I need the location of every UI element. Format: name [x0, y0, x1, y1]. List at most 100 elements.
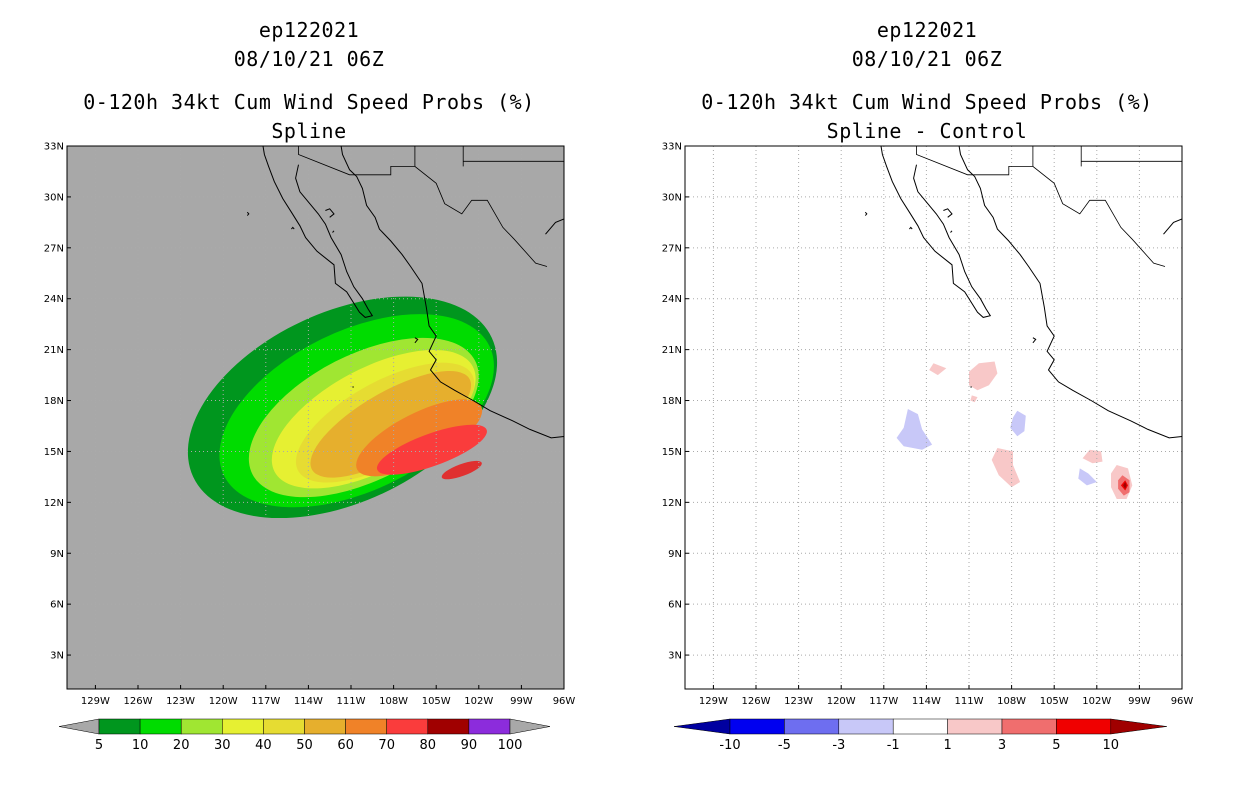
colorbar-swatch: [892, 718, 948, 735]
x-tick-label: 99W: [1128, 696, 1151, 707]
x-tick-label: 105W: [422, 696, 451, 707]
colorbar-swatch: [838, 718, 894, 735]
island: [246, 211, 250, 216]
y-tick-label: 15N: [44, 447, 64, 458]
border-line: [916, 146, 1166, 267]
x-tick-label: 123W: [166, 696, 195, 707]
colorbar-label: 50: [296, 738, 313, 753]
colorbar-swatch: [139, 718, 182, 735]
colorbar-extend-left: [673, 718, 731, 735]
left-title: 0-120h 34kt Cum Wind Speed Probs (%): [83, 90, 535, 114]
colorbar-label: 80: [420, 738, 437, 753]
y-tick-label: 18N: [44, 396, 64, 407]
diff-blob-6: [1082, 449, 1103, 464]
colorbar-swatch: [947, 718, 1003, 735]
coastline: [958, 146, 1182, 439]
colorbar-label: 70: [378, 738, 395, 753]
diff-blob-0: [929, 363, 947, 376]
colorbar-extend-right: [1110, 718, 1167, 735]
x-tick-label: 120W: [209, 696, 238, 707]
x-tick-label: 117W: [251, 696, 280, 707]
y-tick-label: 21N: [662, 345, 682, 356]
coastline: [545, 218, 564, 235]
y-tick-label: 15N: [662, 447, 682, 458]
colorbar-swatch: [345, 718, 387, 735]
x-tick-label: 108W: [379, 696, 408, 707]
colorbar-swatch: [1001, 718, 1057, 735]
diff-blob-3: [896, 409, 933, 450]
y-tick-label: 27N: [44, 243, 64, 254]
colorbar-label: 3: [998, 738, 1006, 753]
left-datetime: 08/10/21 06Z: [233, 47, 385, 71]
colorbar-label: -5: [778, 738, 791, 753]
x-tick-label: 129W: [81, 696, 110, 707]
colorbar-label: 5: [95, 738, 103, 753]
y-tick-label: 12N: [44, 498, 64, 509]
left-subtitle: Spline: [271, 119, 347, 143]
x-tick-label: 96W: [1171, 696, 1194, 707]
colorbar-swatch: [427, 718, 470, 735]
plot-area: [685, 146, 1182, 689]
y-tick-label: 18N: [662, 396, 682, 407]
colorbar-extend-right: [509, 718, 551, 735]
plot-background: [685, 146, 1182, 689]
coastline: [1163, 218, 1182, 235]
colorbar-label: 100: [498, 738, 523, 753]
diff-blob-2: [970, 395, 978, 403]
island: [332, 230, 335, 233]
y-tick-label: 9N: [668, 549, 682, 560]
colorbar-swatch: [784, 718, 840, 735]
colorbar-extend-left: [58, 718, 100, 735]
colorbar-swatch: [729, 718, 785, 735]
x-tick-label: 111W: [337, 696, 366, 707]
right-title: 0-120h 34kt Cum Wind Speed Probs (%): [701, 90, 1153, 114]
y-tick-label: 24N: [662, 294, 682, 305]
x-tick-label: 117W: [869, 696, 898, 707]
colorbar-swatch: [304, 718, 346, 735]
x-tick-label: 108W: [997, 696, 1026, 707]
colorbar-swatch: [263, 718, 305, 735]
x-tick-label: 126W: [124, 696, 153, 707]
y-tick-label: 3N: [50, 651, 64, 662]
coastline: [340, 146, 564, 439]
y-tick-label: 33N: [44, 142, 64, 153]
colorbar-label: 40: [255, 738, 272, 753]
island: [943, 208, 953, 218]
island: [1032, 337, 1037, 344]
diff-blob-1: [969, 361, 998, 391]
x-tick-label: 102W: [464, 696, 493, 707]
diff-blob-11: [1123, 482, 1127, 489]
x-tick-label: 129W: [699, 696, 728, 707]
diff-blob-7: [1078, 468, 1097, 486]
x-tick-label: 111W: [955, 696, 984, 707]
island: [909, 226, 913, 230]
x-tick-label: 105W: [1040, 696, 1069, 707]
y-tick-label: 12N: [662, 498, 682, 509]
colorbar-label: -1: [887, 738, 900, 753]
x-tick-label: 102W: [1082, 696, 1111, 707]
x-tick-label: 96W: [553, 696, 576, 707]
x-tick-label: 120W: [827, 696, 856, 707]
y-tick-label: 24N: [44, 294, 64, 305]
colorbar-swatch: [98, 718, 141, 735]
colorbar-label: 20: [173, 738, 190, 753]
plot-area: [67, 146, 564, 689]
island: [864, 211, 868, 216]
x-tick-label: 126W: [742, 696, 771, 707]
right-storm-id: ep122021: [876, 18, 978, 42]
colorbar-label: -3: [832, 738, 845, 753]
y-tick-label: 6N: [50, 600, 64, 611]
prob-contour-80: [441, 460, 482, 480]
coastline: [880, 146, 992, 318]
colorbar-swatch: [468, 718, 511, 735]
y-tick-label: 6N: [668, 600, 682, 611]
x-tick-label: 123W: [784, 696, 813, 707]
colorbar-label: -10: [719, 738, 740, 753]
colorbar-label: 10: [132, 738, 149, 753]
y-tick-label: 21N: [44, 345, 64, 356]
y-tick-label: 33N: [662, 142, 682, 153]
island: [291, 226, 295, 230]
x-tick-label: 114W: [294, 696, 323, 707]
x-tick-label: 114W: [912, 696, 941, 707]
colorbar-label: 10: [1103, 738, 1120, 753]
